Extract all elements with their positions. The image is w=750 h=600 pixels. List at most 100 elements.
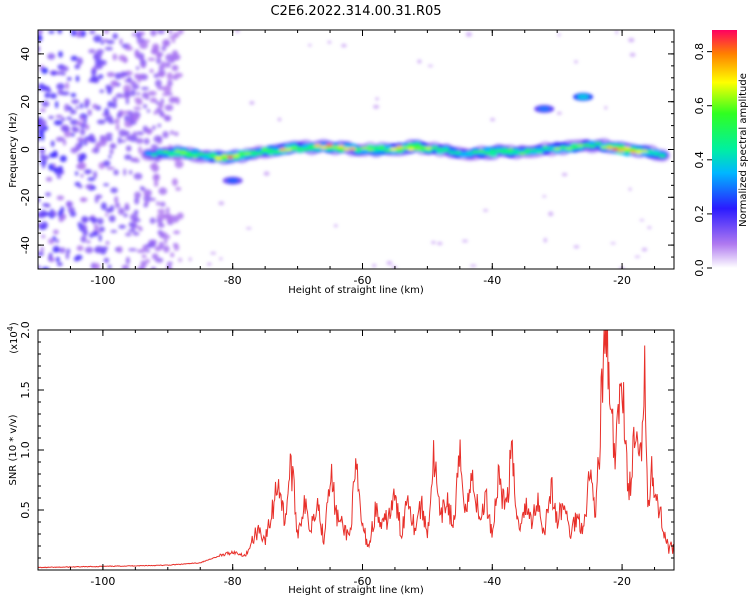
spectrogram-noise-blob [141, 86, 149, 91]
spectrogram-noise-blob [116, 246, 123, 254]
spectrogram-noise-blob [40, 221, 49, 229]
spectrogram-y-tick-label: 0 [19, 146, 32, 153]
spectrogram-noise-blob [308, 44, 312, 47]
spectrogram-noise-blob [490, 118, 495, 122]
spectrogram-noise-blob [81, 224, 88, 230]
spectrogram-noise-blob [91, 186, 96, 190]
spectrogram-noise-blob [135, 138, 144, 144]
spectrogram-noise-blob [125, 145, 132, 152]
spectrogram-noise-blob [39, 210, 48, 218]
spectrogram-noise-blob [93, 52, 102, 60]
spectrogram-noise-blob [103, 246, 109, 251]
spectrogram-noise-blob [143, 202, 148, 208]
spectrogram-noise-blob [163, 40, 170, 46]
spectrogram-ridge-cell [279, 147, 287, 151]
spectrogram-noise-blob [542, 195, 547, 198]
spectrogram-noise-blob [134, 157, 138, 163]
spectrogram-noise-blob [341, 43, 347, 48]
spectrogram-noise-blob [84, 169, 93, 174]
spectrogram-y-tick-label: 20 [19, 95, 32, 109]
spectrogram-noise-blob [105, 241, 110, 245]
spectrogram-ridge-cell [530, 148, 538, 152]
snr-y-ticks: 0.5 1.0 1.5 2.0 [19, 321, 674, 571]
spectrogram-noise-blob [66, 77, 72, 81]
spectrogram-ridge-cell [197, 152, 205, 156]
spectrogram-noise-blob [171, 38, 176, 43]
spectrogram-noise-blob [111, 102, 117, 109]
spectrogram-noise-blob [143, 194, 151, 203]
spectrogram-noise-blob [171, 56, 179, 61]
spectrogram-ridge-cell [360, 146, 368, 150]
spectrogram-noise-blob [67, 106, 72, 110]
spectrogram-noise-blob [437, 241, 443, 246]
spectrogram-noise-blob [75, 171, 79, 176]
spectrogram-noise-blob [128, 248, 137, 252]
spectrogram-noise-blob [52, 235, 56, 242]
spectrogram-noise-blob [80, 235, 87, 243]
spectrogram-ridge-cell [477, 149, 485, 153]
snr-y-tick-label: 1.0 [19, 441, 32, 459]
spectrogram-noise-blob [77, 156, 84, 163]
spectrogram-noise-blob [88, 216, 94, 221]
spectrogram-noise-blob [40, 246, 44, 253]
spectrogram-noise-blob [125, 232, 132, 237]
spectrogram-noise-blob [108, 215, 116, 223]
spectrogram-ridge-cell [396, 145, 403, 149]
spectrogram-noise-blob [64, 130, 72, 138]
spectrogram-ridge-cell [156, 150, 164, 154]
spectrogram-noise-blob [133, 218, 141, 223]
spectrogram-noise-blob [135, 131, 145, 136]
spectrogram-noise-blob [127, 76, 132, 83]
spectrogram-noise-blob [44, 92, 51, 99]
spectrogram-noise-blob [66, 248, 71, 254]
spectrogram-noise-blob [86, 240, 91, 244]
spectrogram-ridge-cell [635, 150, 643, 154]
spectrogram-noise-blob [462, 239, 468, 243]
spectrogram-noise-blob [76, 30, 81, 38]
spectrogram-noise-blob [38, 265, 41, 269]
spectrogram-noise-blob [155, 218, 163, 223]
spectrogram-ridge-cell [489, 148, 497, 152]
spectrogram-noise-blob [574, 60, 578, 64]
spectrogram-noise-blob [40, 155, 50, 161]
spectrogram-noise-blob [55, 71, 64, 75]
spectrogram-noise-blob [69, 211, 77, 217]
spectrogram-noise-blob [98, 226, 105, 233]
spectrogram-noise-blob [118, 224, 126, 229]
spectrogram-noise-blob [386, 261, 393, 265]
spectrogram-noise-blob [71, 132, 75, 137]
spectrogram-noise-blob [110, 187, 118, 194]
spectrogram-noise-blob [164, 236, 168, 245]
spectrogram-noise-blob [119, 139, 127, 143]
spectrogram-noise-blob [150, 30, 157, 37]
spectrogram-noise-blob [119, 38, 123, 45]
spectrogram-noise-blob [93, 35, 102, 43]
spectrogram-ridge-cell [507, 148, 514, 152]
spectrogram-noise-blob [121, 264, 130, 269]
spectrogram-noise-blob [45, 192, 51, 197]
spectrogram-noise-blob [124, 92, 131, 98]
spectrogram-ridge-cell [600, 145, 608, 149]
spectrogram-noise-blob [123, 56, 127, 64]
spectrogram-noise-blob [47, 53, 56, 60]
spectrogram-noise-blob [174, 131, 179, 136]
spectrogram-ridge-cell [559, 146, 567, 149]
spectrogram-ridge-cell [588, 144, 596, 148]
spectrogram-noise-blob [175, 187, 182, 191]
spectrogram-ridge-cell [641, 149, 649, 153]
spectrogram-noise-blob [77, 161, 87, 170]
spectrogram-ridge-cell [285, 148, 292, 152]
spectrogram-noise-blob [136, 92, 141, 96]
spectrogram-noise-blob [99, 89, 105, 93]
spectrogram-noise-blob [70, 93, 77, 98]
spectrogram-noise-blob [75, 75, 80, 82]
spectrogram-ridge-cell [425, 146, 433, 150]
spectrogram-noise-blob [99, 138, 107, 147]
spectrogram-noise-blob [327, 40, 332, 44]
spectrogram-noise-blob [75, 254, 83, 261]
spectrogram-ridge-cell [314, 144, 322, 148]
spectrogram-noise-blob [171, 178, 178, 187]
spectrogram-noise-blob [52, 245, 60, 252]
spectrogram-ridge-cell [518, 151, 526, 155]
